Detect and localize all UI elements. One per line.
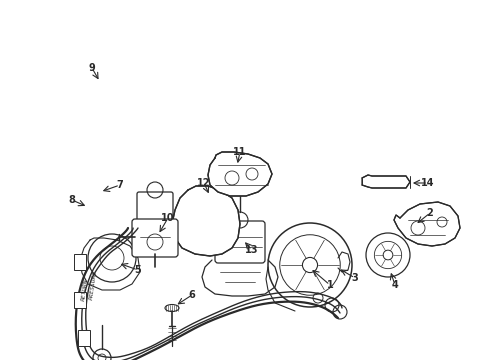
Text: 7: 7: [117, 180, 123, 190]
Polygon shape: [362, 175, 410, 188]
Bar: [78, 330, 90, 346]
Text: 5: 5: [135, 265, 142, 275]
Text: 13: 13: [245, 245, 259, 255]
Text: PRESSURE: PRESSURE: [88, 270, 98, 300]
Text: 1: 1: [327, 280, 333, 290]
Text: 4: 4: [392, 280, 398, 290]
Text: 12: 12: [197, 178, 211, 188]
Text: 3: 3: [352, 273, 358, 283]
Text: 2: 2: [427, 208, 433, 218]
Ellipse shape: [234, 189, 246, 195]
Text: 11: 11: [233, 147, 247, 157]
Text: RETURN: RETURN: [81, 279, 89, 301]
Text: 14: 14: [421, 178, 435, 188]
FancyBboxPatch shape: [215, 221, 265, 263]
Text: 6: 6: [189, 290, 196, 300]
Text: 8: 8: [69, 195, 75, 205]
Polygon shape: [394, 202, 460, 246]
FancyBboxPatch shape: [137, 192, 173, 224]
Bar: [74, 292, 86, 308]
Bar: [74, 254, 86, 270]
Text: 9: 9: [89, 63, 96, 73]
Ellipse shape: [165, 305, 179, 311]
FancyBboxPatch shape: [132, 219, 178, 257]
Polygon shape: [208, 152, 272, 196]
Polygon shape: [172, 186, 240, 256]
Text: 10: 10: [161, 213, 175, 223]
